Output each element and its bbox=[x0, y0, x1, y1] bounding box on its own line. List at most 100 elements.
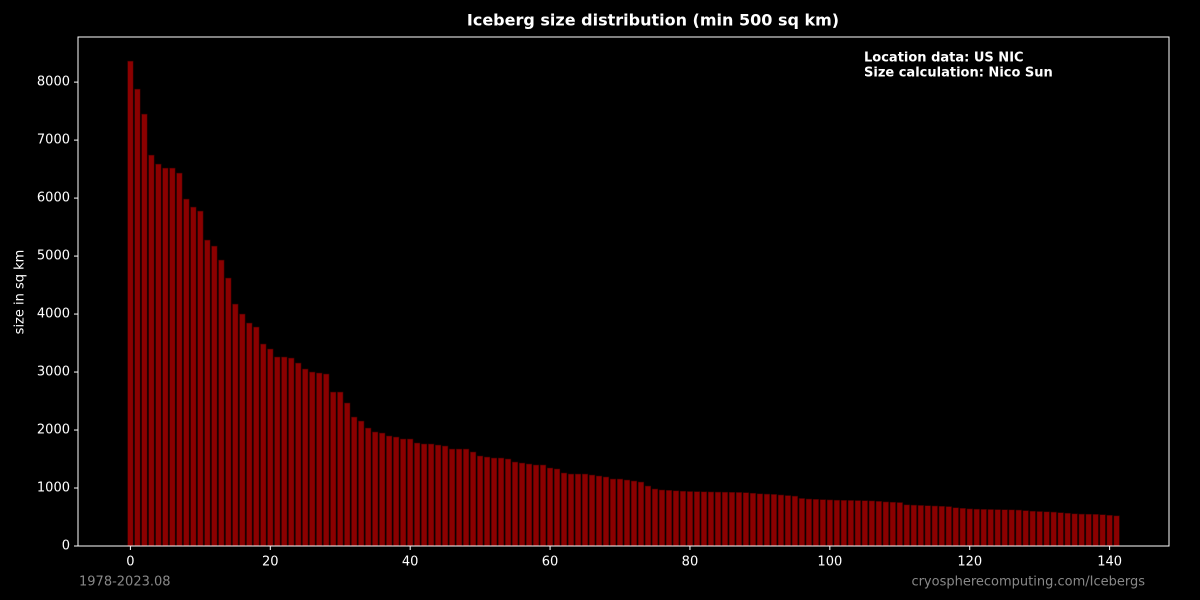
bar bbox=[491, 457, 498, 547]
bar bbox=[1043, 511, 1050, 547]
bar bbox=[910, 504, 917, 547]
bar bbox=[330, 391, 337, 547]
bar bbox=[1106, 514, 1113, 547]
bar bbox=[183, 198, 190, 547]
bar bbox=[267, 348, 274, 547]
bar bbox=[1078, 513, 1085, 547]
bar bbox=[288, 357, 295, 547]
bar bbox=[924, 505, 931, 547]
bar bbox=[365, 427, 372, 547]
y-tick-label: 4000 bbox=[37, 307, 70, 322]
bar bbox=[973, 508, 980, 547]
bar bbox=[763, 493, 770, 547]
bar bbox=[623, 479, 631, 547]
bar bbox=[407, 438, 414, 547]
bar bbox=[1050, 511, 1057, 547]
bar bbox=[239, 313, 246, 547]
bar bbox=[889, 501, 896, 547]
bar bbox=[854, 500, 861, 547]
bar bbox=[323, 373, 330, 547]
bar bbox=[700, 491, 708, 547]
bar bbox=[442, 445, 449, 547]
bar bbox=[134, 88, 141, 547]
bar bbox=[232, 303, 239, 547]
bar bbox=[959, 508, 966, 547]
bar bbox=[225, 277, 232, 547]
y-tick-label: 7000 bbox=[37, 133, 70, 148]
bar bbox=[875, 501, 882, 547]
bar bbox=[777, 494, 784, 547]
bar bbox=[1001, 509, 1008, 547]
bar bbox=[833, 499, 840, 547]
bar bbox=[148, 154, 155, 547]
bar bbox=[295, 362, 302, 547]
bar bbox=[882, 501, 889, 547]
bar bbox=[435, 444, 442, 547]
bar bbox=[1029, 510, 1036, 547]
bar bbox=[847, 500, 854, 547]
bar bbox=[1015, 509, 1022, 547]
bar bbox=[414, 442, 421, 547]
bar bbox=[770, 494, 777, 547]
x-tick-label: 120 bbox=[957, 555, 982, 570]
bar bbox=[470, 451, 477, 547]
bar bbox=[532, 464, 540, 547]
bar bbox=[567, 473, 575, 547]
bar bbox=[190, 206, 197, 547]
bar bbox=[393, 436, 400, 547]
y-tick-label: 0 bbox=[62, 539, 70, 554]
bar bbox=[945, 506, 952, 547]
y-tick-label: 2000 bbox=[37, 423, 70, 438]
bar bbox=[553, 468, 561, 547]
bar bbox=[609, 478, 617, 547]
bar bbox=[197, 210, 204, 547]
bar bbox=[456, 448, 463, 547]
bar bbox=[749, 492, 756, 547]
chart-title: Iceberg size distribution (min 500 sq km… bbox=[467, 11, 839, 30]
y-tick-label: 1000 bbox=[37, 481, 70, 496]
bar bbox=[428, 443, 435, 547]
bar bbox=[819, 499, 826, 547]
bar bbox=[281, 356, 288, 547]
bar bbox=[686, 491, 694, 547]
bar bbox=[162, 167, 169, 547]
bar bbox=[679, 490, 687, 547]
bar bbox=[861, 500, 868, 547]
footer-left: 1978-2023.08 bbox=[79, 575, 171, 590]
bar bbox=[546, 467, 554, 547]
bar bbox=[176, 172, 183, 547]
bar bbox=[966, 508, 973, 547]
bar bbox=[400, 438, 407, 547]
bar bbox=[1022, 510, 1029, 547]
bar bbox=[539, 464, 547, 547]
x-tick-label: 0 bbox=[126, 555, 134, 570]
bar bbox=[987, 509, 994, 547]
bar bbox=[484, 456, 491, 547]
bar bbox=[798, 498, 805, 547]
bar bbox=[218, 259, 225, 547]
bar bbox=[735, 492, 743, 547]
bar bbox=[1071, 513, 1078, 547]
bar bbox=[351, 416, 358, 547]
bar bbox=[1064, 512, 1071, 547]
bar bbox=[316, 372, 323, 547]
bar bbox=[721, 491, 729, 547]
bar bbox=[511, 461, 519, 547]
x-tick-label: 20 bbox=[262, 555, 279, 570]
bar bbox=[791, 495, 798, 547]
bar bbox=[1085, 513, 1092, 547]
bar bbox=[260, 343, 267, 547]
bar bbox=[994, 509, 1001, 547]
bar bbox=[938, 505, 945, 547]
bar bbox=[693, 491, 701, 547]
bar bbox=[742, 492, 750, 547]
bar bbox=[560, 472, 568, 547]
bar bbox=[504, 458, 512, 547]
bar bbox=[253, 326, 260, 547]
annotation: Size calculation: Nico Sun bbox=[864, 66, 1053, 81]
y-tick-label: 6000 bbox=[37, 191, 70, 206]
y-tick-label: 3000 bbox=[37, 365, 70, 380]
x-tick-label: 40 bbox=[402, 555, 419, 570]
bar bbox=[931, 505, 938, 547]
